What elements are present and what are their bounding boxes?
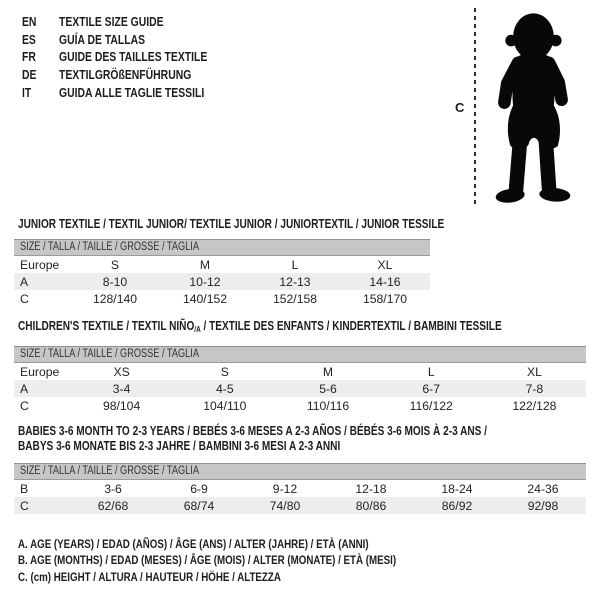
age-cell: 18-24	[441, 481, 473, 496]
age-cell: 4-5	[215, 381, 234, 396]
language-row-fr: FR GUIDE DES TAILLES TEXTILE	[22, 48, 244, 66]
row-label: C	[20, 291, 29, 306]
language-title: GUIDE DES TAILLES TEXTILE	[59, 49, 208, 65]
age-cell: 9-12	[272, 481, 298, 496]
junior-row-europe: Europe S M L XL	[14, 256, 430, 273]
height-cell: 92/98	[527, 498, 559, 513]
age-cell: 24-36	[527, 481, 559, 496]
footnote-age-months: B. AGE (MONTHS) / EDAD (MESES) / ÂGE (MO…	[18, 553, 397, 568]
language-code: ES	[22, 31, 36, 47]
height-cell: 152/158	[272, 291, 318, 306]
height-cell: 62/68	[97, 498, 129, 513]
junior-table-header-bar: SIZE / TALLA / TAILLE / GRÖSSE / TAGLIA	[14, 239, 430, 256]
row-label: Europe	[20, 257, 60, 272]
language-code: IT	[22, 84, 32, 100]
babies-heading-line2: BABYS 3-6 MONATE BIS 2-3 JAHRE / BAMBINI…	[18, 438, 341, 453]
age-cell: 8-10	[102, 274, 128, 289]
language-list: EN TEXTILE SIZE GUIDE ES GUÍA DE TALLAS …	[22, 13, 244, 101]
age-cell: 3-4	[112, 381, 131, 396]
junior-section-heading: JUNIOR TEXTILE / TEXTIL JUNIOR/ TEXTILE …	[18, 217, 445, 231]
row-label: Europe	[20, 364, 60, 379]
size-cell: S	[110, 257, 120, 272]
babies-size-table: SIZE / TALLA / TAILLE / GRÖSSE / TAGLIA …	[14, 463, 586, 514]
height-cell: 74/80	[269, 498, 301, 513]
legend-footnotes: A. AGE (YEARS) / EDAD (AÑOS) / ÂGE (ANS)…	[18, 536, 491, 585]
children-size-table: SIZE / TALLA / TAILLE / GRÖSSE / TAGLIA …	[14, 346, 586, 414]
baby-silhouette-icon	[495, 13, 571, 203]
children-row-europe: Europe XS S M L XL	[14, 363, 586, 380]
height-cell: 158/170	[362, 291, 408, 306]
age-cell: 5-6	[319, 381, 337, 396]
language-title: GUÍA DE TALLAS	[59, 31, 146, 47]
row-label: C	[20, 398, 29, 413]
height-cell: 80/86	[355, 498, 387, 513]
language-row-en: EN TEXTILE SIZE GUIDE	[22, 13, 244, 31]
row-label: A	[20, 381, 29, 396]
height-cell: 140/152	[182, 291, 228, 306]
size-cell: M	[322, 364, 334, 379]
height-cell: 122/128	[512, 398, 557, 413]
language-code: DE	[22, 67, 37, 83]
height-cell: 104/110	[203, 398, 247, 413]
size-cell: XS	[113, 364, 130, 379]
age-cell: 14-16	[369, 274, 401, 289]
babies-row-height: C 62/68 68/74 74/80 80/86 86/92 92/98	[14, 497, 586, 514]
babies-heading-line1: BABIES 3-6 MONTH TO 2-3 YEARS / BEBÉS 3-…	[18, 424, 487, 438]
age-cell: 12-18	[355, 481, 387, 496]
age-cell: 7-8	[525, 381, 544, 396]
age-cell: 10-12	[189, 274, 221, 289]
language-code: FR	[22, 49, 36, 65]
language-row-es: ES GUÍA DE TALLAS	[22, 31, 244, 49]
row-label: B	[20, 481, 29, 496]
height-cell: 86/92	[441, 498, 473, 513]
height-measure-dashed-line	[474, 8, 476, 207]
height-measure-label: C	[455, 100, 465, 115]
size-cell: L	[291, 257, 299, 272]
language-title: GUIDA ALLE TAGLIE TESSILI	[59, 84, 205, 100]
babies-row-age-months: B 3-6 6-9 9-12 12-18 18-24 24-36	[14, 480, 586, 497]
row-label: A	[20, 274, 29, 289]
children-section-heading: CHILDREN'S TEXTILE / TEXTIL NIÑO/A / TEX…	[18, 319, 502, 334]
height-cell: 128/140	[92, 291, 138, 306]
junior-row-height: C 128/140 140/152 152/158 158/170	[14, 290, 430, 307]
children-row-age: A 3-4 4-5 5-6 6-7 7-8	[14, 380, 586, 397]
height-cell: 110/116	[306, 398, 350, 413]
height-cell: 98/104	[102, 398, 141, 413]
age-cell: 12-13	[279, 274, 311, 289]
junior-size-table: SIZE / TALLA / TAILLE / GRÖSSE / TAGLIA …	[14, 239, 430, 307]
language-code: EN	[22, 14, 37, 30]
size-cell: L	[427, 364, 435, 379]
age-cell: 6-7	[422, 381, 441, 396]
size-cell: S	[220, 364, 229, 379]
children-row-height: C 98/104 104/110 110/116 116/122 122/128	[14, 397, 586, 414]
language-row-it: IT GUIDA ALLE TAGLIE TESSILI	[22, 83, 244, 101]
footnote-age-years: A. AGE (YEARS) / EDAD (AÑOS) / ÂGE (ANS)…	[18, 537, 369, 551]
height-cell: 68/74	[183, 498, 215, 513]
age-cell: 3-6	[104, 481, 122, 496]
size-cell: M	[199, 257, 211, 272]
children-table-header-bar: SIZE / TALLA / TAILLE / GRÖSSE / TAGLIA	[14, 346, 586, 363]
subscript: /A	[194, 325, 201, 334]
language-title: TEXTILE SIZE GUIDE	[59, 14, 164, 30]
size-cell: XL	[377, 257, 393, 272]
language-title: TEXTILGRÖßENFÜHRUNG	[59, 67, 192, 83]
height-cell: 116/122	[409, 398, 453, 413]
language-row-de: DE TEXTILGRÖßENFÜHRUNG	[22, 66, 244, 84]
size-cell: XL	[526, 364, 542, 379]
age-cell: 6-9	[190, 481, 208, 496]
footnote-height: C. (cm) HEIGHT / ALTURA / HAUTEUR / HÖHE…	[18, 569, 281, 584]
junior-row-age: A 8-10 10-12 12-13 14-16	[14, 273, 430, 290]
babies-table-header-bar: SIZE / TALLA / TAILLE / GRÖSSE / TAGLIA	[14, 463, 586, 480]
babies-section-heading: BABIES 3-6 MONTH TO 2-3 YEARS / BEBÉS 3-…	[18, 424, 487, 453]
row-label: C	[20, 498, 29, 513]
